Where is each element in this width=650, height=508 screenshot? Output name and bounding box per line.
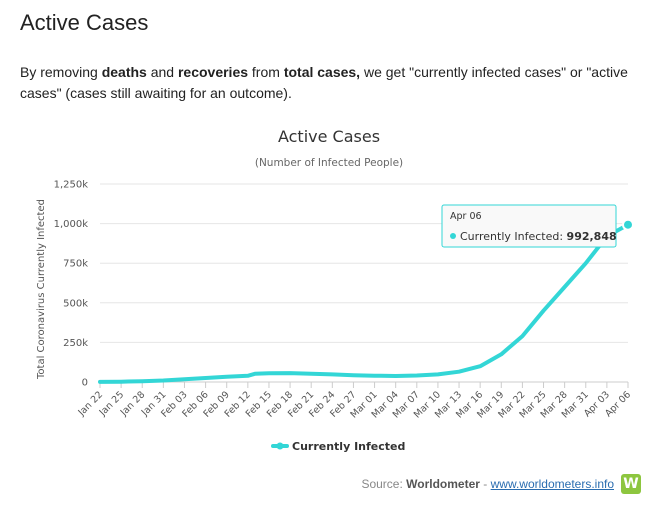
source-credit: Source: Worldometer - www.worldometers.i… (361, 477, 614, 491)
tooltip-value: Currently Infected: 992,848 (460, 230, 617, 243)
series-line-currently-infected (98, 222, 630, 384)
tooltip-date: Apr 06 (450, 211, 482, 222)
tooltip-box (441, 204, 617, 248)
highlighted-point[interactable] (622, 218, 634, 231)
tooltip: Apr 06 Currently Infected: 992,848 (441, 204, 617, 248)
legend-item-currently-infected[interactable]: Currently Infected (271, 440, 405, 453)
intro-text: By removing deaths and recoveries from t… (20, 64, 628, 101)
chart-title: Active Cases (278, 127, 380, 146)
y-tick-label: 1,000k (54, 219, 89, 230)
y-tick-label: 0 (82, 378, 88, 389)
chart-subtitle: (Number of Infected People) (255, 157, 403, 169)
y-tick-label: 1,250k (54, 180, 89, 191)
worldometer-logo-icon[interactable]: W (621, 474, 641, 494)
active-cases-chart: Active Cases (Number of Infected People)… (36, 127, 634, 453)
tooltip-marker (450, 233, 456, 239)
legend-label: Currently Infected (292, 440, 405, 453)
legend-marker (276, 442, 284, 450)
page-heading: Active Cases (20, 10, 149, 35)
y-tick-label: 250k (63, 338, 88, 349)
source-link[interactable]: www.worldometers.info (490, 477, 614, 491)
y-axis-title: Total Coronavirus Currently Infected (36, 199, 47, 380)
y-tick-label: 750k (63, 259, 88, 270)
y-tick-label: 500k (63, 298, 88, 309)
source-name: Worldometer (406, 477, 480, 491)
